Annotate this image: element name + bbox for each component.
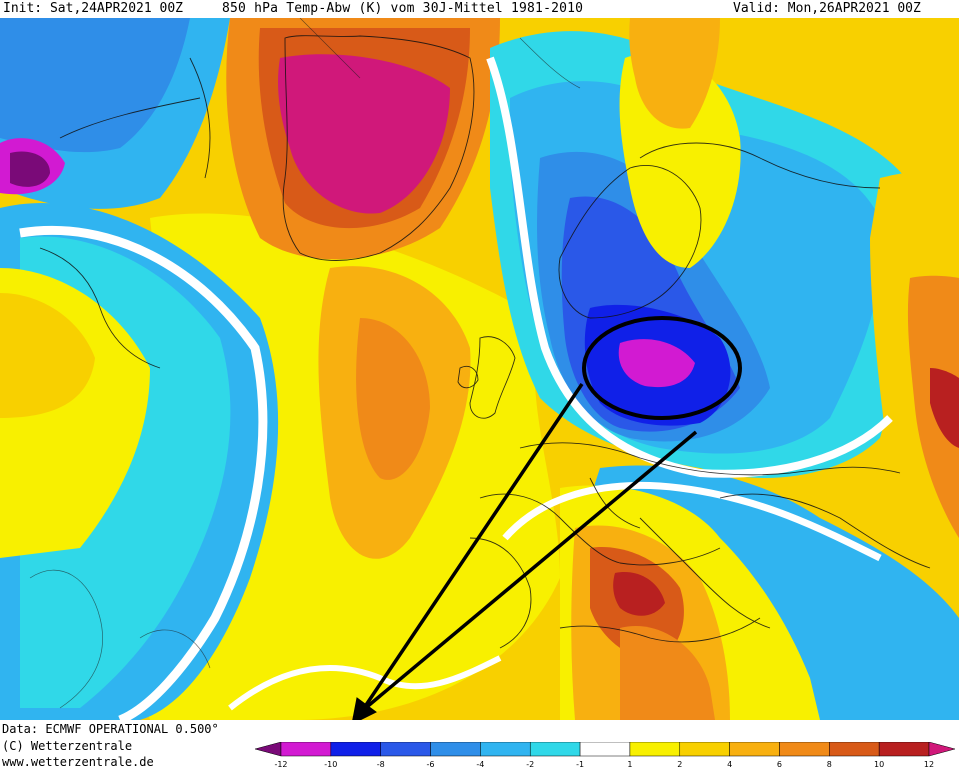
legend-swatch	[430, 742, 481, 757]
annotation	[352, 316, 742, 720]
africa-orange	[620, 626, 715, 720]
legend-swatch	[729, 742, 780, 757]
weather-map	[0, 18, 959, 720]
canada-gold-core	[0, 293, 95, 418]
legend-tick-label: 8	[827, 760, 832, 768]
russia-darkred	[930, 368, 959, 448]
data-source: Data: ECMWF OPERATIONAL 0.500°	[2, 722, 219, 736]
legend-tick-label: -10	[324, 760, 337, 768]
arctic-strong-cold	[10, 151, 50, 187]
arrow-right-line	[360, 430, 698, 713]
footer: Data: ECMWF OPERATIONAL 0.500° (C) Wette…	[0, 720, 959, 770]
legend-swatch	[629, 742, 681, 757]
legend-labels: -12 -10 -8 -6 -4 -2 -1 1 2 4 6 8 10 12	[274, 760, 934, 768]
legend-swatch	[679, 742, 730, 757]
legend-tick-label: 6	[777, 760, 782, 768]
legend-tick-label: -1	[576, 760, 584, 768]
legend-swatch	[829, 742, 880, 757]
header: Init: Sat,24APR2021 00Z 850 hPa Temp-Abw…	[0, 0, 959, 18]
legend-swatch	[579, 742, 631, 757]
arrow-head	[352, 697, 377, 720]
legend-swatch	[330, 742, 381, 757]
legend-tick-label: 2	[677, 760, 682, 768]
legend-swatch	[878, 742, 930, 757]
legend-swatch	[480, 742, 531, 757]
arrow-left-line	[360, 383, 584, 712]
neutral-band-south	[228, 655, 502, 711]
neutral-ring-europe	[486, 56, 893, 478]
med-darkred	[613, 572, 665, 616]
legend-tick-label: -2	[526, 760, 534, 768]
finland-orange	[629, 18, 720, 129]
legend-tick-label: 1	[627, 760, 632, 768]
copyright: (C) Wetterzentrale	[2, 739, 133, 753]
legend-swatches	[255, 742, 955, 757]
valid-time: Valid: Mon,26APR2021 00Z	[733, 1, 921, 16]
arctic-midblue	[0, 18, 190, 153]
legend-swatch	[280, 742, 332, 757]
legend-swatch	[779, 742, 830, 757]
legend-tick-label: -8	[377, 760, 385, 768]
color-legend: -12 -10 -8 -6 -4 -2 -1 1 2 4 6 8 10 12	[255, 742, 955, 768]
legend-tick-label: 4	[727, 760, 732, 768]
init-time: Init: Sat,24APR2021 00Z	[3, 1, 184, 16]
cold-core-highlight-ellipse	[582, 316, 742, 420]
legend-swatch	[380, 742, 431, 757]
legend-swatch	[255, 742, 282, 757]
legend-tick-label: -4	[476, 760, 484, 768]
legend-swatch	[529, 742, 581, 757]
legend-tick-label: 10	[874, 760, 884, 768]
legend-tick-label: 12	[924, 760, 934, 768]
website-url[interactable]: www.wetterzentrale.de	[2, 755, 154, 769]
map-title: 850 hPa Temp-Abw (K) vom 30J-Mittel 1981…	[222, 1, 584, 16]
europe-cold-magenta	[618, 339, 695, 388]
neutral-band-med	[502, 482, 882, 562]
anomaly-map-svg	[0, 18, 959, 720]
legend-swatch	[928, 742, 955, 757]
coastlines	[39, 35, 931, 649]
neutral-ring-west	[19, 225, 268, 720]
greenland-magenta	[278, 54, 450, 214]
legend-tick-label: -12	[274, 760, 287, 768]
atlantic-darkorange-core	[356, 318, 430, 480]
legend-tick-label: -6	[427, 760, 435, 768]
